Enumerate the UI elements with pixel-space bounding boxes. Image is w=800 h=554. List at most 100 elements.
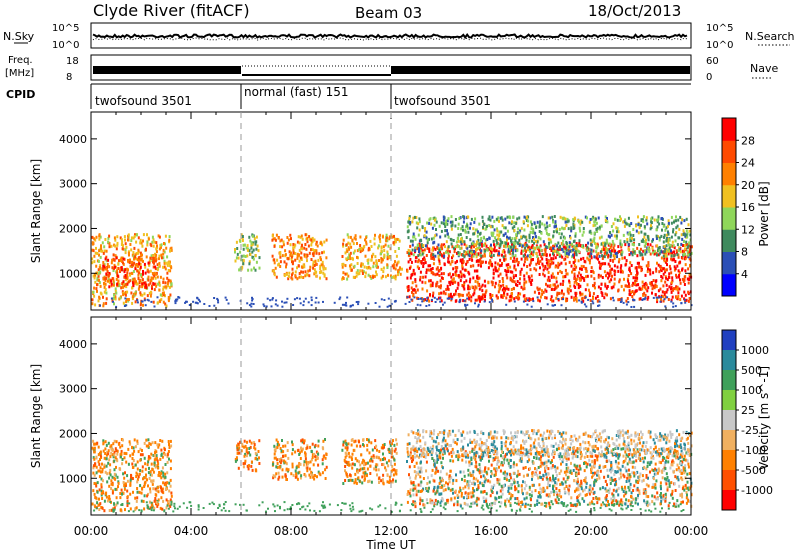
range-cell <box>531 244 534 247</box>
range-cell <box>164 281 167 285</box>
range-cell <box>292 243 295 246</box>
range-cell <box>131 297 134 301</box>
range-cell <box>151 441 154 445</box>
range-cell <box>532 253 535 257</box>
range-cell <box>600 264 602 268</box>
range-cell <box>497 290 500 294</box>
range-cell <box>493 245 496 249</box>
range-cell <box>253 446 256 450</box>
range-cell <box>555 224 557 228</box>
range-cell <box>473 245 475 249</box>
range-cell <box>411 281 414 285</box>
range-cell <box>631 295 634 298</box>
range-cell <box>498 264 501 268</box>
range-cell <box>552 252 554 256</box>
range-cell <box>376 448 378 452</box>
range-cell <box>344 465 347 468</box>
range-cell <box>291 440 293 444</box>
range-cell <box>378 237 381 241</box>
range-cell <box>573 253 576 257</box>
range-cell <box>392 266 395 270</box>
range-cell <box>529 268 532 272</box>
range-cell <box>470 295 473 299</box>
range-cell <box>110 479 113 483</box>
range-cell <box>127 251 130 255</box>
range-cell <box>502 255 505 259</box>
range-cell <box>356 269 359 273</box>
range-cell <box>412 288 414 292</box>
range-cell <box>164 234 167 238</box>
range-cell <box>683 283 686 286</box>
range-cell <box>248 464 250 468</box>
range-cell <box>246 464 249 468</box>
range-cell <box>162 248 165 252</box>
range-cell <box>589 218 592 221</box>
range-cell <box>161 487 164 491</box>
range-cell <box>678 246 681 250</box>
range-cell <box>317 452 320 456</box>
range-cell <box>612 242 615 246</box>
range-cell <box>284 474 287 478</box>
range-cell <box>385 461 388 465</box>
range-cell <box>277 471 280 475</box>
range-cell <box>576 282 578 286</box>
ground-scatter-cell <box>156 296 159 299</box>
range-cell <box>577 283 580 286</box>
range-cell <box>242 247 245 251</box>
range-cell <box>489 296 492 299</box>
range-cell <box>456 286 459 290</box>
range-cell <box>395 254 398 258</box>
range-cell <box>670 257 673 261</box>
ground-scatter-cell <box>188 304 191 306</box>
range-cell <box>437 257 440 261</box>
range-cell <box>307 244 310 248</box>
range-cell <box>156 459 159 463</box>
range-cell <box>300 265 303 269</box>
ground-scatter-cell <box>526 303 529 306</box>
range-cell <box>120 238 123 242</box>
range-cell <box>406 285 409 289</box>
range-cell <box>460 275 463 279</box>
range-cell <box>601 294 604 297</box>
range-cell <box>566 217 569 221</box>
range-cell <box>146 463 149 467</box>
range-cell <box>621 250 624 254</box>
range-cell <box>679 298 682 301</box>
range-cell <box>421 252 424 256</box>
range-cell <box>538 291 541 295</box>
range-cell <box>359 269 362 273</box>
range-cell <box>512 215 515 219</box>
range-cell <box>343 458 346 462</box>
range-cell <box>550 258 553 262</box>
range-cell <box>354 237 357 241</box>
range-cell <box>279 253 282 257</box>
range-cell <box>542 264 545 268</box>
range-cell <box>112 283 115 287</box>
ground-scatter-cell <box>584 296 587 299</box>
range-cell <box>558 227 561 231</box>
range-cell <box>437 255 440 259</box>
freq-label: Freq. <box>8 55 33 66</box>
range-cell <box>137 475 140 479</box>
range-cell <box>629 269 631 273</box>
range-cell <box>290 257 293 261</box>
range-cell <box>305 273 308 277</box>
range-cell <box>103 290 106 294</box>
range-cell <box>606 293 608 297</box>
range-cell <box>380 252 382 256</box>
range-cell <box>119 445 122 449</box>
range-cell <box>157 502 160 506</box>
range-cell <box>310 258 313 261</box>
range-cell <box>109 463 112 467</box>
range-cell <box>440 245 443 248</box>
range-cell <box>236 446 239 450</box>
range-cell <box>614 254 617 257</box>
range-cell <box>448 280 451 284</box>
range-cell <box>480 242 483 246</box>
range-cell <box>248 262 251 266</box>
range-cell <box>504 254 507 258</box>
range-cell <box>151 272 154 275</box>
range-cell <box>284 473 287 477</box>
range-cell <box>301 447 304 451</box>
range-cell <box>458 245 460 249</box>
